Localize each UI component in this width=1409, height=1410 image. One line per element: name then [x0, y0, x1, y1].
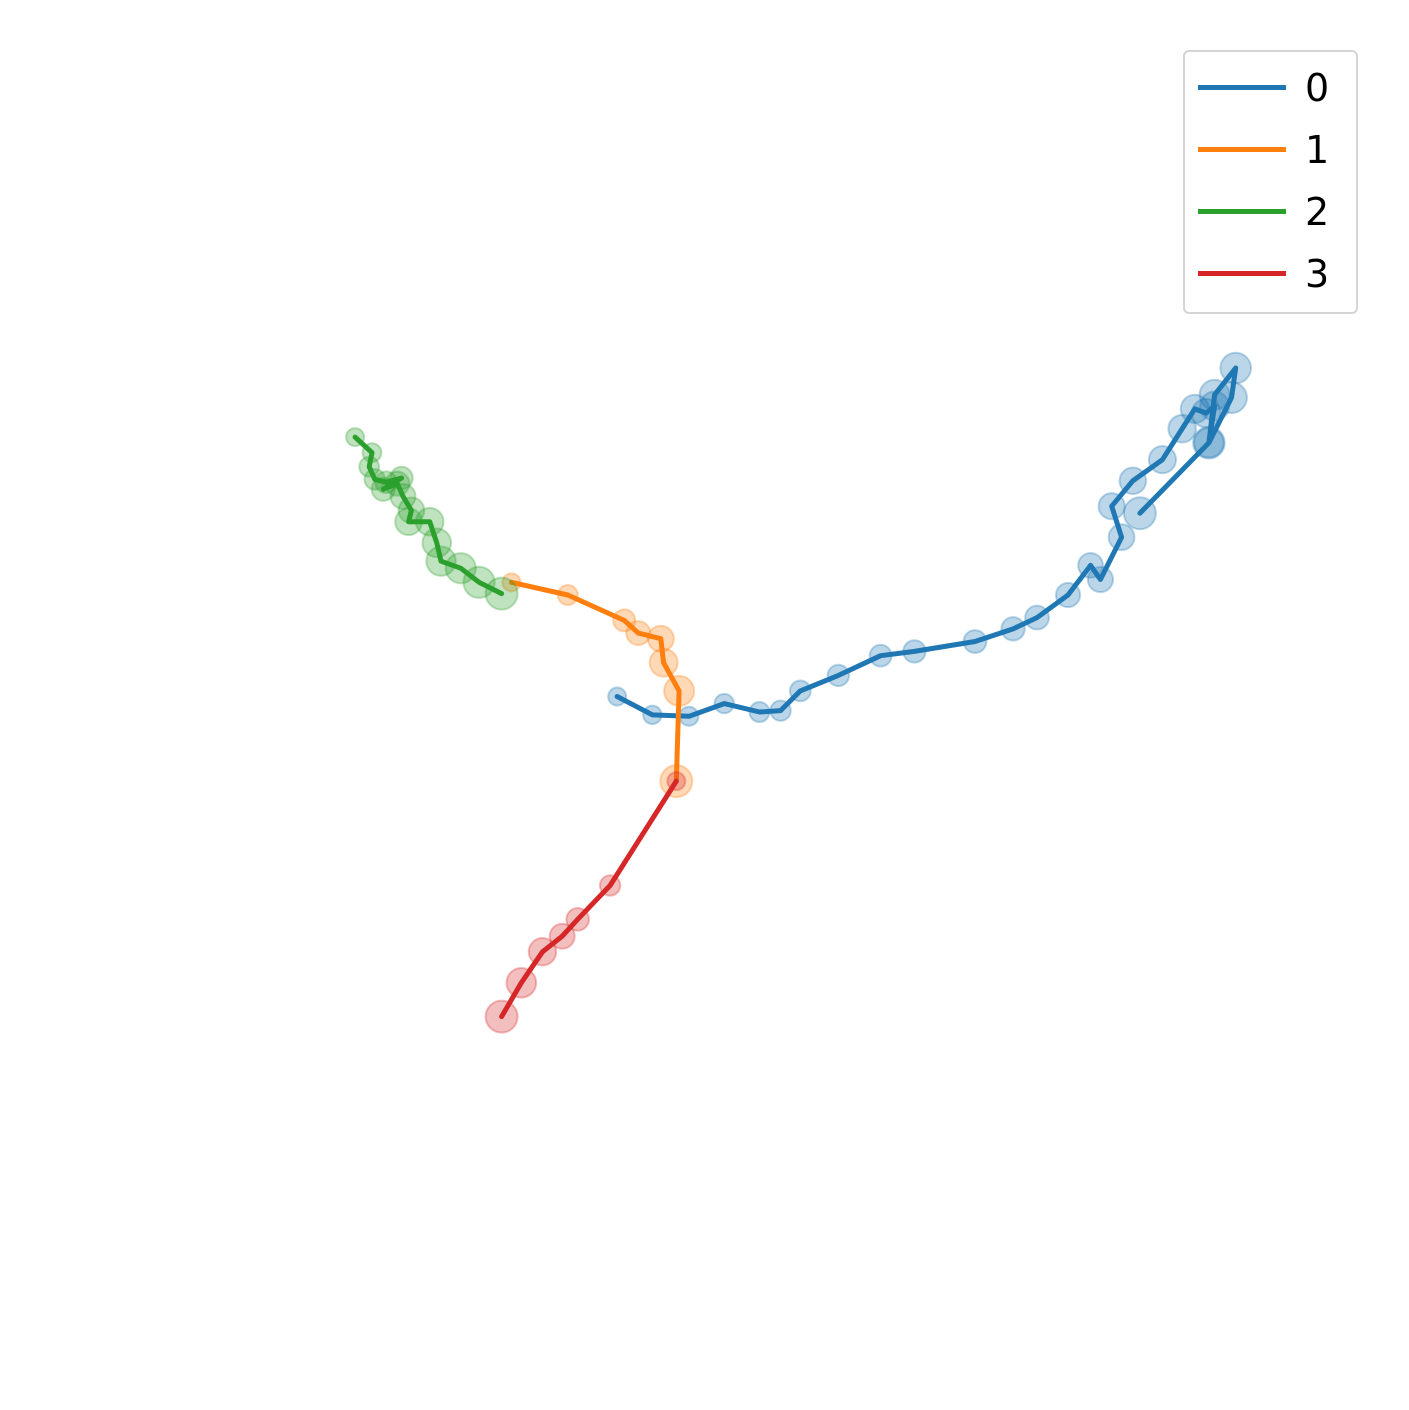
legend-label-3: 3: [1305, 252, 1330, 296]
series-1: [501, 572, 696, 799]
legend: 0 1 2 3: [1183, 50, 1358, 314]
legend-swatch-0: [1198, 85, 1286, 90]
legend-label-2: 2: [1305, 190, 1330, 234]
legend-swatch-1: [1198, 147, 1286, 152]
series-2: [345, 427, 519, 611]
series-1-line: [509, 579, 682, 784]
series-3: [484, 771, 687, 1034]
series-0-line: [614, 365, 1239, 719]
legend-entry-0: 0: [1185, 68, 1356, 108]
series-2-line: [352, 434, 505, 597]
series-3-line: [499, 778, 679, 1020]
legend-swatch-3: [1198, 271, 1286, 276]
series-0: [607, 351, 1252, 727]
legend-entry-1: 1: [1185, 130, 1356, 170]
legend-label-1: 1: [1305, 128, 1330, 172]
legend-label-0: 0: [1305, 66, 1330, 110]
legend-entry-3: 3: [1185, 254, 1356, 294]
legend-entry-2: 2: [1185, 192, 1356, 232]
legend-swatch-2: [1198, 209, 1286, 214]
